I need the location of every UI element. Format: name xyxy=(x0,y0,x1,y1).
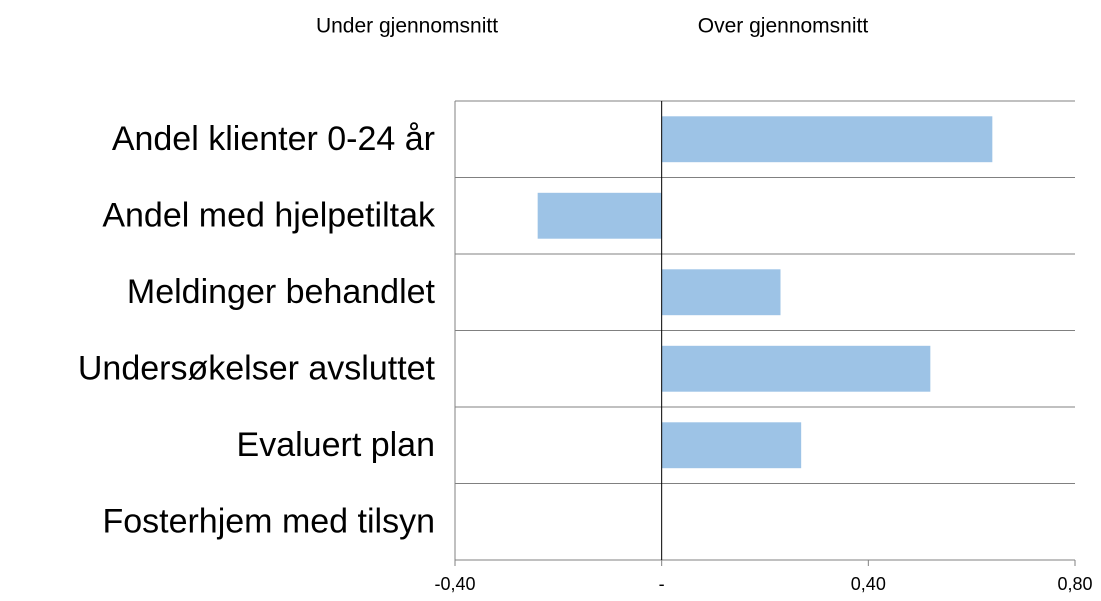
bar xyxy=(661,269,781,316)
y-tick-label: Meldinger behandlet xyxy=(127,273,436,311)
y-tick-label: Fosterhjem med tilsyn xyxy=(102,503,435,541)
annotation: Over gjennomsnitt xyxy=(698,15,869,38)
y-tick-label: Andel klienter 0-24 år xyxy=(112,120,435,158)
annotation: Under gjennomsnitt xyxy=(316,15,498,38)
x-tick-label: 0,40 xyxy=(851,574,886,594)
x-tick-label: -0,40 xyxy=(434,574,475,594)
bar xyxy=(661,422,802,469)
bar xyxy=(661,116,993,163)
x-tick-label: - xyxy=(659,574,665,594)
y-tick-label: Undersøkelser avsluttet xyxy=(78,350,436,388)
bar xyxy=(537,192,662,239)
bar xyxy=(661,345,931,392)
y-tick-label: Evaluert plan xyxy=(237,426,435,464)
x-tick-label: 0,80 xyxy=(1057,574,1092,594)
y-tick-label: Andel med hjelpetiltak xyxy=(102,197,436,235)
